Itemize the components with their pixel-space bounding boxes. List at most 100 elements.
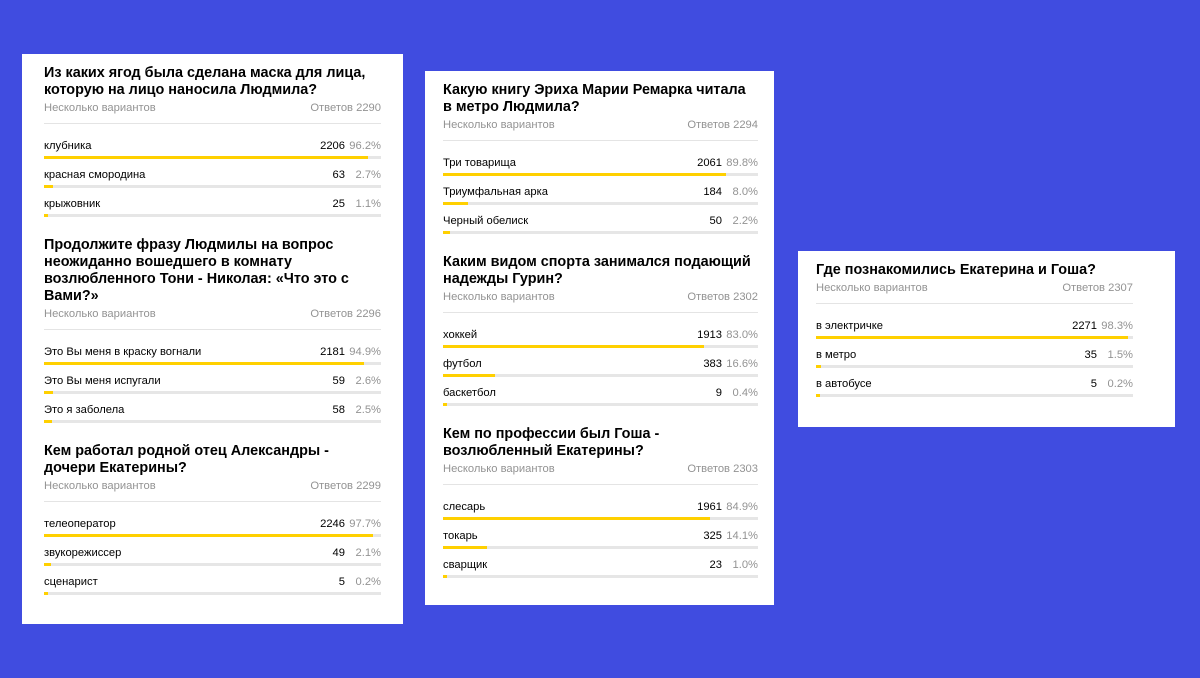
poll-card-2: Какую книгу Эриха Марии Ремарка читала в… [425, 71, 774, 605]
poll-option[interactable]: телеоператор 2246 97.7% [44, 508, 381, 537]
option-count: 1913 [697, 329, 722, 341]
option-percent: 94.9% [349, 346, 381, 358]
poll-option[interactable]: клубника 2206 96.2% [44, 130, 381, 159]
option-percent: 1.5% [1107, 349, 1134, 361]
poll-meta: Несколько вариантов Ответов 2296 [44, 308, 381, 330]
poll-type-label: Несколько вариантов [443, 463, 555, 475]
option-percent: 0.2% [355, 576, 382, 588]
poll-option[interactable]: токарь 325 14.1% [443, 520, 758, 549]
option-bar-track [443, 202, 758, 205]
poll-option-row: Три товарища 2061 89.8% [443, 147, 758, 169]
option-percent: 2.1% [355, 547, 382, 559]
poll-answer-count: Ответов 2294 [687, 119, 758, 131]
poll-option[interactable]: футбол 383 16.6% [443, 348, 758, 377]
poll-type-label: Несколько вариантов [44, 102, 156, 114]
option-percent: 1.1% [355, 198, 382, 210]
poll: Продолжите фразу Людмилы на вопрос неожи… [44, 237, 381, 423]
poll-option-row: телеоператор 2246 97.7% [44, 508, 381, 530]
poll-option-row: баскетбол 9 0.4% [443, 377, 758, 399]
poll: Из каких ягод была сделана маска для лиц… [44, 65, 381, 217]
poll-option[interactable]: в электричке 2271 98.3% [816, 310, 1133, 339]
poll-option-row: в автобусе 5 0.2% [816, 368, 1133, 390]
option-label: токарь [443, 530, 478, 542]
option-label: звукорежиссер [44, 547, 122, 559]
option-bar-track [44, 391, 381, 394]
option-bar-track [443, 231, 758, 234]
option-bar-track [443, 575, 758, 578]
option-count: 184 [703, 186, 722, 198]
option-bar-fill [44, 214, 49, 217]
poll: Каким видом спорта занимался подающий на… [443, 254, 758, 406]
option-count: 59 [332, 375, 345, 387]
option-label: баскетбол [443, 387, 496, 399]
option-bar-fill [443, 403, 447, 406]
option-percent: 2.7% [355, 169, 382, 181]
poll-options: Три товарища 2061 89.8% Триумфальная арка 18… [443, 141, 758, 234]
poll-option[interactable]: красная смородина 63 2.7% [44, 159, 381, 188]
poll-type-label: Несколько вариантов [443, 119, 555, 131]
poll-option-row: сценарист 5 0.2% [44, 566, 381, 588]
option-count: 2061 [697, 157, 722, 169]
poll-option[interactable]: Триумфальная арка 184 8.0% [443, 176, 758, 205]
option-label: телеоператор [44, 518, 116, 530]
poll-option[interactable]: баскетбол 9 0.4% [443, 377, 758, 406]
option-label: слесарь [443, 501, 486, 513]
option-bar-track [443, 403, 758, 406]
poll-option-row: Это Вы меня испугали 59 2.6% [44, 365, 381, 387]
option-bar-track [443, 374, 758, 377]
poll-option-row: клубника 2206 96.2% [44, 130, 381, 152]
poll-option-row: Черный обелиск 50 2.2% [443, 205, 758, 227]
option-label: в автобусе [816, 378, 872, 390]
option-percent: 83.0% [726, 329, 758, 341]
option-count: 58 [332, 404, 345, 416]
poll-answer-count: Ответов 2296 [310, 308, 381, 320]
option-label: крыжовник [44, 198, 101, 210]
option-count: 2271 [1072, 320, 1097, 332]
option-bar-fill [44, 592, 49, 595]
poll-option[interactable]: Это Вы меня в краску вогнали 2181 94.9% [44, 336, 381, 365]
option-percent: 98.3% [1101, 320, 1133, 332]
poll-meta: Несколько вариантов Ответов 2299 [44, 480, 381, 502]
option-label: Это Вы меня в краску вогнали [44, 346, 202, 358]
option-bar-fill [443, 517, 711, 520]
poll-options: слесарь 1961 84.9% токарь 325 14.1% сварщик 23 1… [443, 485, 758, 578]
option-label: Триумфальная арка [443, 186, 548, 198]
option-bar-track [44, 534, 381, 537]
poll-answer-count: Ответов 2299 [310, 480, 381, 492]
poll-option[interactable]: звукорежиссер 49 2.1% [44, 537, 381, 566]
poll: Какую книгу Эриха Марии Ремарка читала в… [443, 82, 758, 234]
poll-option[interactable]: крыжовник 25 1.1% [44, 188, 381, 217]
option-bar-fill [44, 563, 52, 566]
poll-option[interactable]: Это Вы меня испугали 59 2.6% [44, 365, 381, 394]
option-label: клубника [44, 140, 92, 152]
option-bar-fill [816, 336, 1128, 339]
poll: Кем работал родной отец Александры - доч… [44, 443, 381, 595]
poll-option[interactable]: хоккей 1913 83.0% [443, 319, 758, 348]
poll-option[interactable]: в автобусе 5 0.2% [816, 368, 1133, 397]
poll-option[interactable]: сценарист 5 0.2% [44, 566, 381, 595]
option-bar-fill [44, 185, 54, 188]
poll-options: в электричке 2271 98.3% в метро 35 1.5% в авто… [816, 304, 1133, 397]
option-count: 2246 [320, 518, 345, 530]
option-bar-track [44, 156, 381, 159]
option-count: 2206 [320, 140, 345, 152]
poll-option-row: Триумфальная арка 184 8.0% [443, 176, 758, 198]
poll-option[interactable]: в метро 35 1.5% [816, 339, 1133, 368]
option-count: 5 [338, 576, 345, 588]
poll-options: телеоператор 2246 97.7% звукорежиссер 49 2.1%… [44, 502, 381, 595]
option-bar-track [443, 173, 758, 176]
option-percent: 97.7% [349, 518, 381, 530]
poll-option[interactable]: слесарь 1961 84.9% [443, 491, 758, 520]
poll-meta: Несколько вариантов Ответов 2294 [443, 119, 758, 141]
option-label: Это Вы меня испугали [44, 375, 161, 387]
option-bar-fill [44, 362, 364, 365]
poll-option[interactable]: Три товарища 2061 89.8% [443, 147, 758, 176]
poll-question: Продолжите фразу Людмилы на вопрос неожи… [44, 237, 349, 304]
poll-type-label: Несколько вариантов [44, 480, 156, 492]
poll-option-row: футбол 383 16.6% [443, 348, 758, 370]
poll-option[interactable]: сварщик 23 1.0% [443, 549, 758, 578]
poll-option[interactable]: Черный обелиск 50 2.2% [443, 205, 758, 234]
poll-option[interactable]: Это я заболела 58 2.5% [44, 394, 381, 423]
option-count: 50 [709, 215, 722, 227]
poll-question: Каким видом спорта занимался подающий на… [443, 254, 751, 287]
